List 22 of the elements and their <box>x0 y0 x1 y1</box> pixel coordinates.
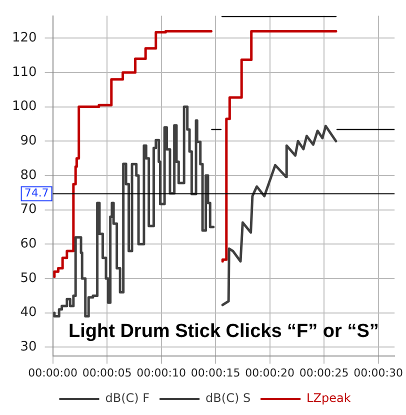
y-tick-label: 30 <box>20 340 37 355</box>
x-tick-label: 00:00:20 <box>245 366 295 380</box>
x-tick-label: 00:00:30 <box>354 366 403 380</box>
y-tick-label: 50 <box>20 270 37 286</box>
x-tick-label: 00:00:00 <box>28 366 78 380</box>
x-tick-label: 00:00:25 <box>299 366 349 380</box>
y-tick-label: 80 <box>20 168 37 183</box>
y-tick-label: 90 <box>20 134 37 149</box>
legend-label: LZpeak <box>306 391 351 406</box>
legend-label: dB(C) F <box>105 391 150 406</box>
y-tick-label: 60 <box>20 236 37 252</box>
x-tick-label: 00:00:15 <box>190 366 240 380</box>
y-tick-label: 110 <box>12 64 37 80</box>
legend-label: dB(C) S <box>206 391 251 406</box>
y-tick-label: 70 <box>20 202 37 218</box>
x-tick-label: 00:00:10 <box>136 366 186 380</box>
x-tick-label: 00:00:05 <box>82 366 132 380</box>
ref-line-label: 74.7 <box>24 186 49 200</box>
annotation: Light Drum Stick Clicks “F” or “S” <box>68 321 379 342</box>
y-tick-label: 120 <box>12 30 37 46</box>
y-tick-label: 100 <box>12 99 37 114</box>
y-tick-label: 40 <box>20 305 37 320</box>
